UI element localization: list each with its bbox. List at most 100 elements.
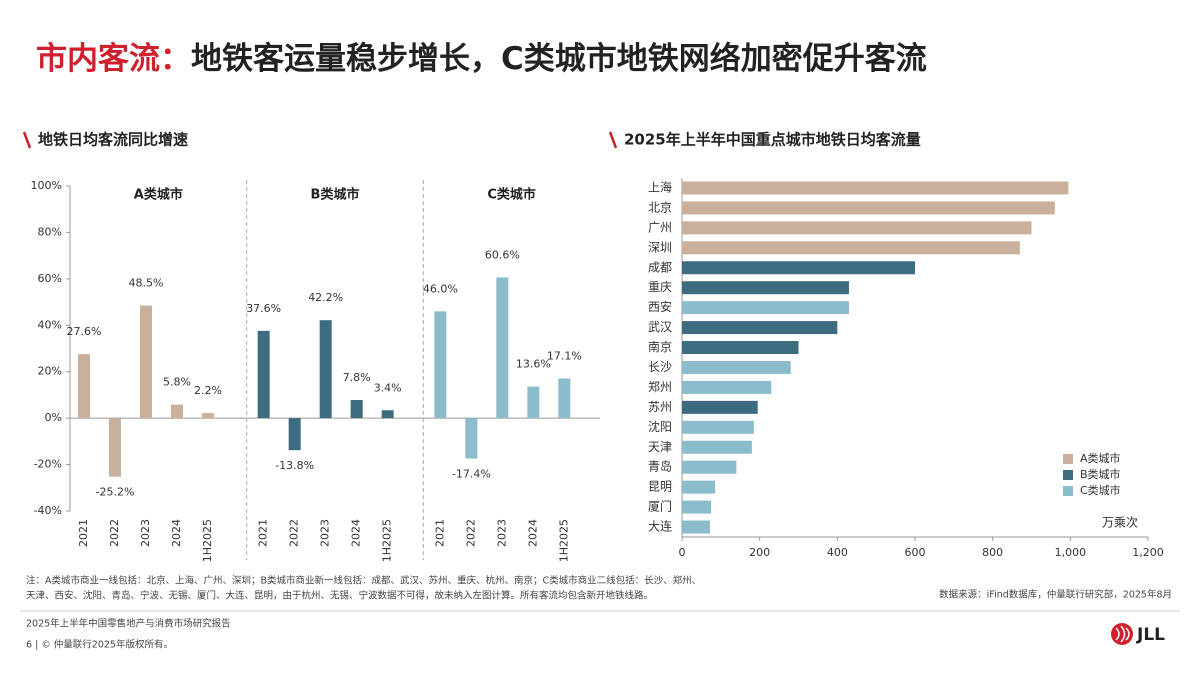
y-tick-label: 天津 <box>648 440 672 454</box>
y-tick-label: 大连 <box>648 519 672 534</box>
value-label: 46.0% <box>423 282 458 295</box>
headline-rest: 地铁客运量稳步增长，C类城市地铁网络加密促升客流 <box>191 41 927 77</box>
bar <box>109 418 121 477</box>
y-tick-label: 20% <box>38 365 62 378</box>
y-tick-label: 40% <box>38 318 62 331</box>
x-tick-label: 1H2025 <box>381 519 394 562</box>
y-tick-label: 深圳 <box>648 240 672 254</box>
x-tick-label: 1,200 <box>1132 546 1164 559</box>
note: 天津、西安、沈阳、青岛、宁波、无锡、厦门、大连、昆明，由于杭州、无锡、宁波数据不… <box>26 590 653 602</box>
y-tick-label: 60% <box>38 272 62 285</box>
y-tick-label: 重庆 <box>648 280 672 294</box>
legend-label: B类城市 <box>1080 467 1121 481</box>
value-label: 60.6% <box>485 248 520 261</box>
bar <box>558 378 571 419</box>
value-label: 37.6% <box>246 302 281 315</box>
x-tick-label: 2022 <box>288 519 301 547</box>
value-label: 5.8% <box>163 376 191 389</box>
value-label: -17.4% <box>452 468 491 481</box>
bar <box>350 400 363 419</box>
y-tick-label: 厦门 <box>648 499 672 514</box>
section-mark <box>608 131 618 149</box>
y-tick-label: 广州 <box>648 220 672 234</box>
x-tick-label: 2024 <box>350 519 363 547</box>
bar <box>682 341 799 355</box>
bar <box>496 277 509 419</box>
bar <box>434 311 447 419</box>
bar <box>171 404 183 419</box>
bar <box>682 440 752 454</box>
x-tick-label: 2021 <box>77 519 90 547</box>
y-tick-label: -20% <box>34 458 62 471</box>
legend-label: C类城市 <box>1080 483 1121 497</box>
x-tick-label: 1H2025 <box>201 519 214 562</box>
y-tick-label: 沈阳 <box>648 419 672 434</box>
y-tick-label: 武汉 <box>648 320 672 334</box>
value-label: -13.8% <box>275 459 314 472</box>
bar <box>140 305 152 419</box>
panel-title: B类城市 <box>311 187 360 203</box>
y-tick-label: 西安 <box>648 299 672 314</box>
source: 数据来源：iFind数据库，仲量联行研究部，2025年8月 <box>939 589 1172 601</box>
value-label: 27.6% <box>67 325 102 338</box>
y-tick-label: 80% <box>38 225 62 238</box>
value-label: 17.1% <box>547 349 582 362</box>
headline-lead: 市内客流： <box>36 41 191 77</box>
x-tick-label: 600 <box>905 546 926 559</box>
legend-label: A类城市 <box>1080 451 1121 465</box>
x-tick-label: 2023 <box>139 519 152 547</box>
x-tick-label: 2024 <box>526 519 539 547</box>
x-tick-label: 200 <box>749 546 770 559</box>
bar <box>527 386 540 419</box>
bar <box>682 301 849 315</box>
bar <box>202 413 214 419</box>
value-label: 3.4% <box>374 381 402 394</box>
bar <box>682 480 716 494</box>
panel-title: C类城市 <box>487 187 536 203</box>
bar <box>682 400 758 414</box>
bar <box>682 500 712 514</box>
x-tick-label: 1H2025 <box>557 519 570 562</box>
footer-report: 2025年上半年中国零售地产与消费市场研究报告 <box>26 618 231 630</box>
value-label: 2.2% <box>194 384 222 397</box>
value-label: 48.5% <box>129 277 164 290</box>
y-tick-label: 北京 <box>648 200 672 214</box>
value-label: 42.2% <box>308 291 343 304</box>
value-label: -25.2% <box>96 486 135 499</box>
x-tick-label: 2021 <box>433 519 446 547</box>
bar <box>682 221 1032 235</box>
legend-swatch <box>1063 486 1073 496</box>
y-tick-label: 长沙 <box>648 360 672 374</box>
y-tick-label: 南京 <box>648 339 672 354</box>
bar <box>78 354 90 419</box>
bar <box>682 241 1020 255</box>
x-tick-label: 2024 <box>170 519 183 547</box>
bar <box>682 261 915 275</box>
bar <box>682 520 710 534</box>
bar <box>682 201 1055 215</box>
x-tick-label: 2022 <box>108 519 121 547</box>
x-tick-label: 0 <box>679 546 686 559</box>
bar <box>288 418 301 451</box>
x-tick-label: 2021 <box>257 519 270 547</box>
y-tick-label: -40% <box>34 504 62 517</box>
bar <box>257 330 270 419</box>
bar <box>682 360 791 374</box>
bar <box>682 380 772 394</box>
panel-title: A类城市 <box>134 187 183 203</box>
y-tick-label: 郑州 <box>648 379 672 394</box>
note: 注：A类城市商业一线包括：北京、上海、广州、深圳；B类城市商业新一线包括：成都、… <box>26 575 701 587</box>
y-tick-label: 0% <box>45 411 62 424</box>
logo-text: JLL <box>1136 625 1165 645</box>
x-tick-label: 1,000 <box>1055 546 1087 559</box>
x-tick-label: 2022 <box>464 519 477 547</box>
x-tick-label: 800 <box>982 546 1003 559</box>
value-label: 13.6% <box>516 358 551 371</box>
logo-icon <box>1115 625 1130 643</box>
bar <box>682 420 754 434</box>
y-tick-label: 青岛 <box>648 459 672 474</box>
bar <box>682 460 737 474</box>
chart-title: 2025年上半年中国重点城市地铁日均客流量 <box>624 131 921 149</box>
y-tick-label: 苏州 <box>648 400 672 414</box>
